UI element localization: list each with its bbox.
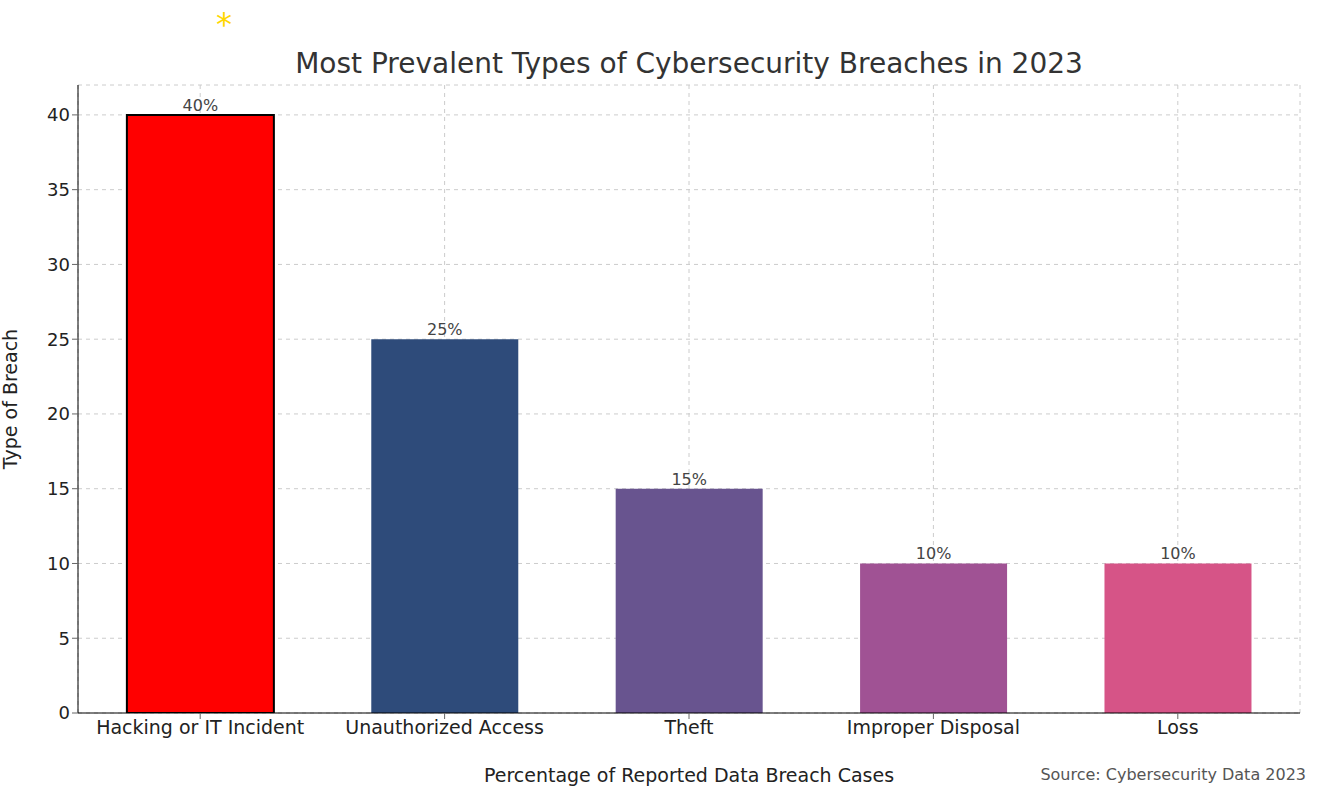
svg-text:Unauthorized Access: Unauthorized Access	[345, 716, 544, 738]
svg-text:35: 35	[47, 179, 70, 200]
svg-text:Theft: Theft	[663, 716, 713, 738]
svg-text:40%: 40%	[183, 96, 219, 115]
svg-text:Loss: Loss	[1157, 716, 1199, 738]
html-text:Most Prevalent Types of Cybers: Most Prevalent Types of Cybersecurity Br…	[295, 47, 1083, 80]
svg-text:10%: 10%	[916, 544, 952, 563]
html-text:Source: Cybersecurity Data 202: Source: Cybersecurity Data 2023	[1040, 765, 1306, 784]
svg-text:Hacking or IT Incident: Hacking or IT Incident	[96, 716, 304, 738]
svg-text:15%: 15%	[671, 470, 707, 489]
svg-text:20: 20	[47, 403, 70, 424]
svg-text:5: 5	[59, 628, 70, 649]
svg-text:Type of Breach: Type of Breach	[8, 329, 21, 470]
svg-text:15: 15	[47, 478, 70, 499]
svg-text:Improper Disposal: Improper Disposal	[847, 716, 1020, 738]
svg-text:10%: 10%	[1160, 544, 1196, 563]
svg-text:0: 0	[59, 702, 70, 723]
svg-text:25: 25	[47, 329, 70, 350]
svg-text:30: 30	[47, 254, 70, 275]
svg-text:10: 10	[47, 553, 70, 574]
svg-text:Percentage of Reported Data Br: Percentage of Reported Data Breach Cases	[484, 764, 894, 786]
svg-text:25%: 25%	[427, 320, 463, 339]
svg-text:40: 40	[47, 104, 70, 125]
